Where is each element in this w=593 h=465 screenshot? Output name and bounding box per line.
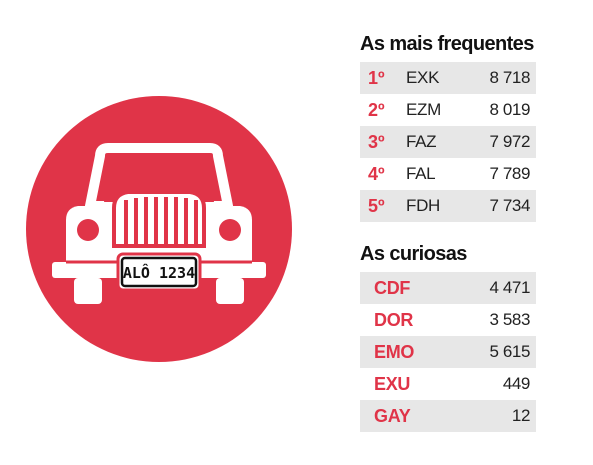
table-row: CDF 4 471: [360, 272, 536, 304]
car-roof: [85, 143, 233, 211]
count: 12: [511, 406, 531, 425]
table-row: GAY 12: [360, 400, 536, 432]
plate-code: EXK: [406, 68, 440, 87]
left-wheel: [74, 278, 102, 304]
license-plate: [116, 252, 202, 292]
count: 8 718: [489, 68, 530, 87]
table-row: 5º FDH 7 734: [360, 190, 536, 222]
count: 449: [502, 374, 531, 393]
plate-code: FAZ: [406, 132, 437, 151]
rank: 3º: [368, 132, 385, 152]
plate-word: GAY: [374, 406, 411, 426]
rank: 4º: [368, 164, 385, 184]
table-row: EXU 449: [360, 368, 536, 400]
count: 3 583: [489, 310, 530, 329]
plate-code: EZM: [406, 100, 441, 119]
plate-word: EXU: [374, 374, 411, 394]
grille-bars: [124, 197, 198, 246]
stats-panel: As mais frequentes 1º EXK 8 718 2º EZM 8…: [360, 30, 536, 432]
table-row: 2º EZM 8 019: [360, 94, 536, 126]
plate-code: FDH: [406, 196, 441, 215]
count: 7 734: [489, 196, 530, 215]
plate-word: CDF: [374, 278, 411, 298]
count: 5 615: [489, 342, 530, 361]
count: 7 789: [489, 164, 530, 183]
table-row: EMO 5 615: [360, 336, 536, 368]
car-front-icon: ALÔ 1234: [26, 96, 292, 362]
table-row: 1º EXK 8 718: [360, 62, 536, 94]
rank: 2º: [368, 100, 385, 120]
table-row: DOR 3 583: [360, 304, 536, 336]
plate-text: ALÔ 1234: [123, 263, 195, 282]
table-row: 4º FAL 7 789: [360, 158, 536, 190]
plate-code: FAL: [406, 164, 436, 183]
rank: 5º: [368, 196, 385, 216]
left-headlight: [77, 219, 99, 241]
right-wheel: [216, 278, 244, 304]
plate-word: DOR: [374, 310, 414, 330]
car-illustration: ALÔ 1234: [26, 96, 292, 362]
plate-word: EMO: [374, 342, 415, 362]
right-headlight: [219, 219, 241, 241]
count: 8 019: [489, 100, 530, 119]
frequentes-table: 1º EXK 8 718 2º EZM 8 019 3º FAZ 7 972 4…: [360, 62, 536, 222]
curiosas-table: CDF 4 471 DOR 3 583 EMO 5 615 EXU 449 GA…: [360, 272, 536, 432]
table-row: 3º FAZ 7 972: [360, 126, 536, 158]
curiosas-title: As curiosas: [360, 243, 467, 265]
count: 4 471: [489, 278, 530, 297]
count: 7 972: [489, 132, 530, 151]
rank: 1º: [368, 68, 385, 88]
frequentes-title: As mais frequentes: [360, 33, 534, 55]
